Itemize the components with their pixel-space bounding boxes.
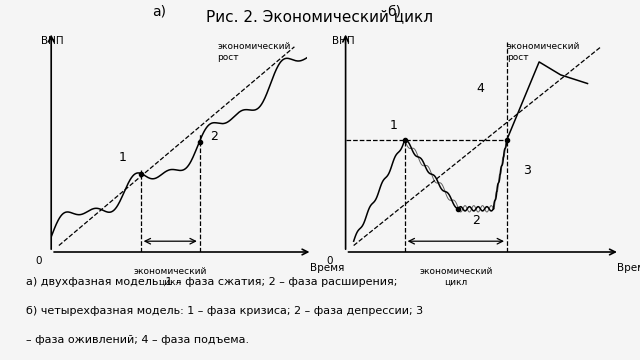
Text: 0: 0 [35,256,42,266]
Text: 1: 1 [119,150,127,163]
Text: – фаза оживлений; 4 – фаза подъема.: – фаза оживлений; 4 – фаза подъема. [26,335,249,345]
Text: ВНП: ВНП [332,36,355,46]
Text: ВНП: ВНП [41,36,63,46]
Text: а): а) [152,5,166,19]
Text: б): б) [387,5,401,19]
Text: Время: Время [310,263,344,273]
Text: экономический
цикл: экономический цикл [134,267,207,287]
Text: 1: 1 [390,119,398,132]
Text: а) двухфазная модель: 1 – фаза сжатия; 2 – фаза расширения;: а) двухфазная модель: 1 – фаза сжатия; 2… [26,277,397,287]
Text: экономический
рост: экономический рост [507,42,580,62]
Text: Рис. 2. Экономический цикл: Рис. 2. Экономический цикл [207,9,433,24]
Text: 4: 4 [476,82,484,95]
Text: экономический
цикл: экономический цикл [419,267,493,287]
Text: экономический
рост: экономический рост [218,42,291,62]
Text: Время: Время [617,263,640,273]
Text: б) четырехфазная модель: 1 – фаза кризиса; 2 – фаза депрессии; 3: б) четырехфазная модель: 1 – фаза кризис… [26,306,423,316]
Text: 2: 2 [210,130,218,143]
Text: 0: 0 [326,256,333,266]
Text: 2: 2 [472,214,480,227]
Text: 3: 3 [523,164,531,177]
